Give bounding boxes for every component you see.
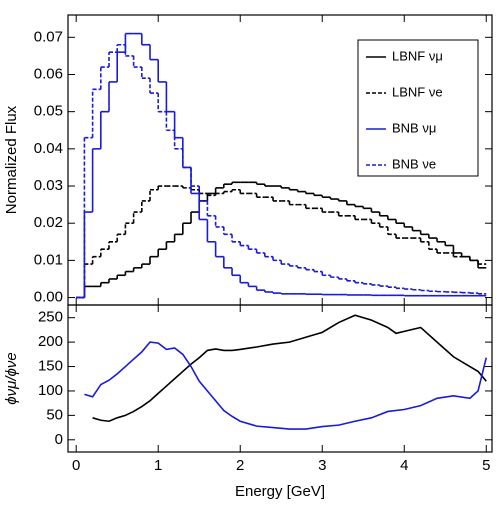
x-tick-label: 1 <box>154 457 162 474</box>
y-tick-label: 0.05 <box>34 103 63 120</box>
step-riser <box>83 182 479 298</box>
y-axis-label: Normalized Flux <box>3 105 20 214</box>
y-tick-label: 250 <box>38 309 63 326</box>
legend-label: LBNF νe <box>392 84 443 99</box>
x-tick-label: 0 <box>72 457 80 474</box>
legend-box <box>357 39 479 177</box>
y-axis-label: ϕνμ/ϕνe <box>3 352 20 404</box>
plot-frame <box>67 304 493 453</box>
y-tick-label: 150 <box>38 358 63 375</box>
legend-label: LBNF νμ <box>392 48 443 63</box>
y-tick-label: 0.03 <box>34 177 63 194</box>
y-tick-label: 0.01 <box>34 251 63 268</box>
y-tick-label: 0.00 <box>34 289 63 306</box>
y-tick-label: 100 <box>38 382 63 399</box>
y-tick-label: 50 <box>46 406 63 423</box>
y-tick-label: 0.02 <box>34 214 63 231</box>
step-riser <box>83 44 479 298</box>
x-tick-label: 5 <box>482 457 490 474</box>
step-riser <box>83 186 479 298</box>
legend-label: BNB νe <box>392 156 436 171</box>
data-line <box>92 314 487 423</box>
x-axis-label: Energy [GeV] <box>235 483 325 500</box>
x-tick-label: 3 <box>318 457 326 474</box>
y-tick-label: 0 <box>55 431 63 448</box>
x-tick-label: 2 <box>236 457 244 474</box>
y-tick-label: 0.04 <box>34 140 63 157</box>
x-tick-label: 4 <box>400 457 408 474</box>
y-tick-label: 0.07 <box>34 28 63 45</box>
legend-label: BNB νμ <box>392 120 436 135</box>
y-tick-label: 0.06 <box>34 65 63 82</box>
y-tick-label: 200 <box>38 333 63 350</box>
data-line <box>84 341 488 430</box>
